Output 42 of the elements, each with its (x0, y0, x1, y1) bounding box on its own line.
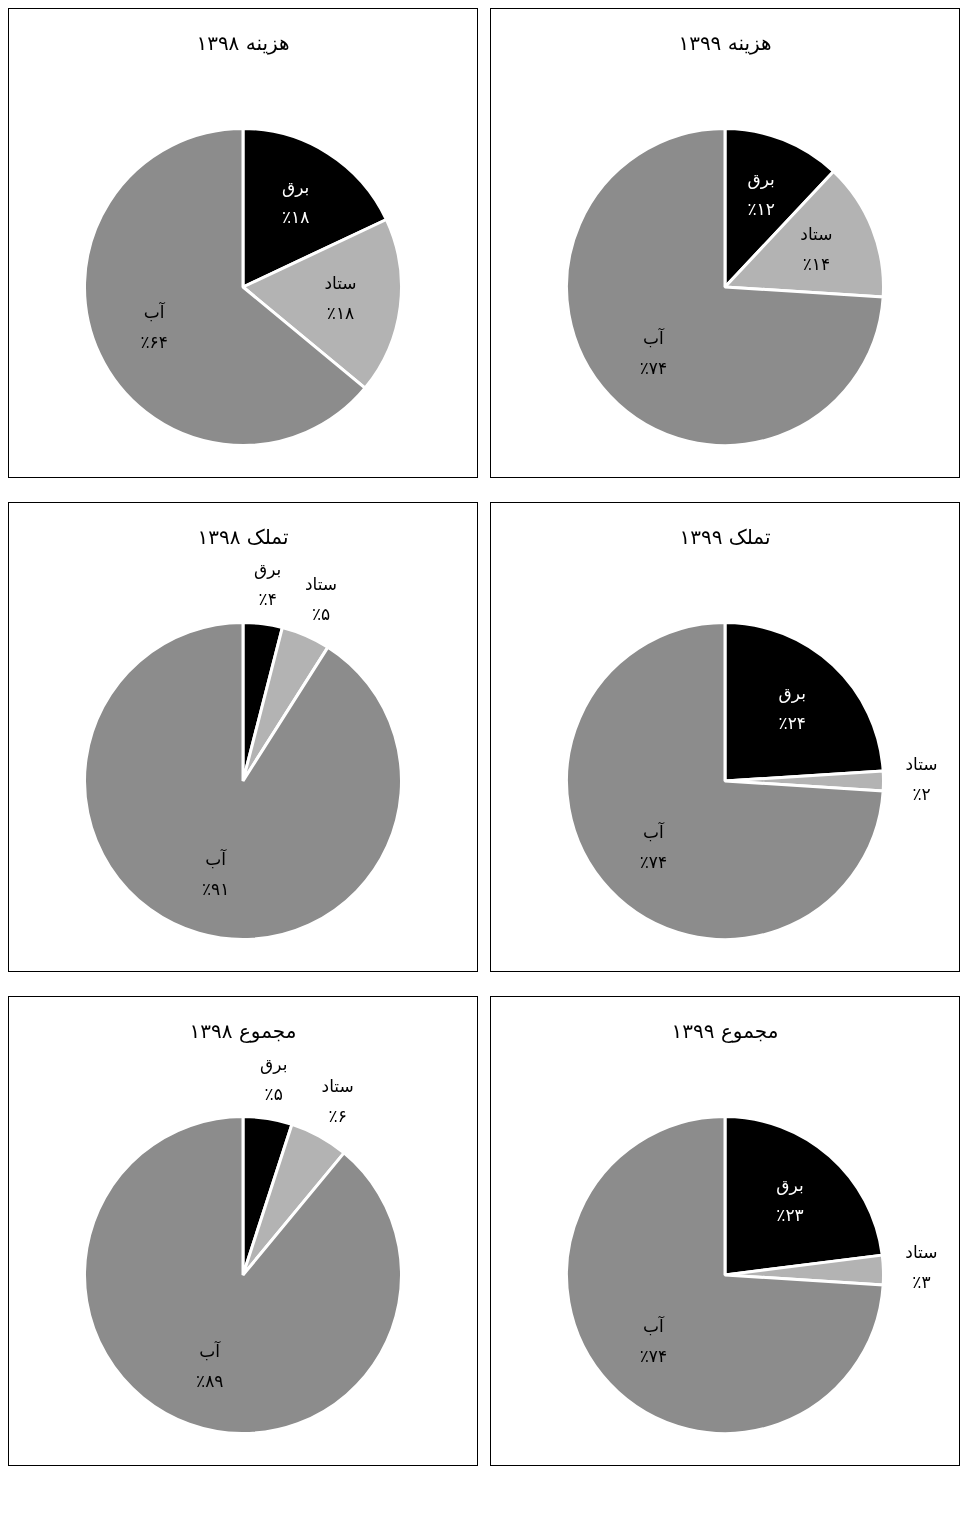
chart-title: تملک ۱۳۹۸ (197, 525, 289, 550)
data-label: ٪۱۲ (747, 199, 775, 220)
slice-label: برق (778, 682, 806, 703)
chart-title: مجموع ۱۳۹۸ (189, 1019, 297, 1044)
slice-label: برق (253, 559, 282, 580)
chart-title: مجموع ۱۳۹۹ (671, 1019, 779, 1044)
slice-label: برق (260, 1054, 288, 1075)
slice-label: آب (643, 820, 665, 842)
slice-label: ستاد (905, 754, 938, 775)
slice-label: برق (776, 1174, 804, 1195)
data-label: ٪۲ (912, 784, 931, 805)
slice-label: ستاد (324, 272, 357, 293)
data-label: ٪۱۸ (281, 207, 310, 228)
chart-title: هزینه ۱۳۹۹ (678, 31, 772, 56)
data-label: ٪۶ (328, 1106, 347, 1127)
slice-label: آب (143, 301, 166, 323)
data-label: ٪۱۸ (326, 302, 355, 323)
slice-label: آب (643, 326, 665, 348)
data-label: ٪۴ (258, 589, 277, 610)
slice-label: آب (199, 1339, 222, 1361)
slice-label: ستاد (304, 574, 338, 595)
slice-label: برق (747, 169, 775, 190)
data-label: ٪۳ (912, 1272, 931, 1293)
data-label: ٪۶۴ (140, 332, 168, 353)
data-label: ٪۵ (264, 1084, 283, 1105)
data-label: ٪۱۴ (802, 254, 831, 275)
slice-label: ستاد (321, 1076, 354, 1097)
chart-title: تملک ۱۳۹۹ (679, 525, 771, 550)
slice-label: آب (643, 1314, 665, 1336)
data-label: ٪۹۱ (201, 878, 230, 899)
data-label: ٪۷۴ (639, 357, 668, 378)
data-label: ٪۵ (311, 604, 331, 625)
data-label: ٪۸۹ (196, 1370, 224, 1391)
slice-label: ستاد (905, 1242, 938, 1263)
slice-label: ستاد (800, 224, 833, 245)
data-label: ٪۲۳ (776, 1204, 804, 1225)
slice-label: آب (205, 847, 228, 869)
chart-title: هزینه ۱۳۹۸ (196, 31, 290, 56)
slice-label: برق (282, 177, 310, 198)
data-label: ٪۲۴ (778, 712, 806, 733)
data-label: ٪۷۴ (639, 1345, 668, 1366)
data-label: ٪۷۴ (639, 851, 668, 872)
